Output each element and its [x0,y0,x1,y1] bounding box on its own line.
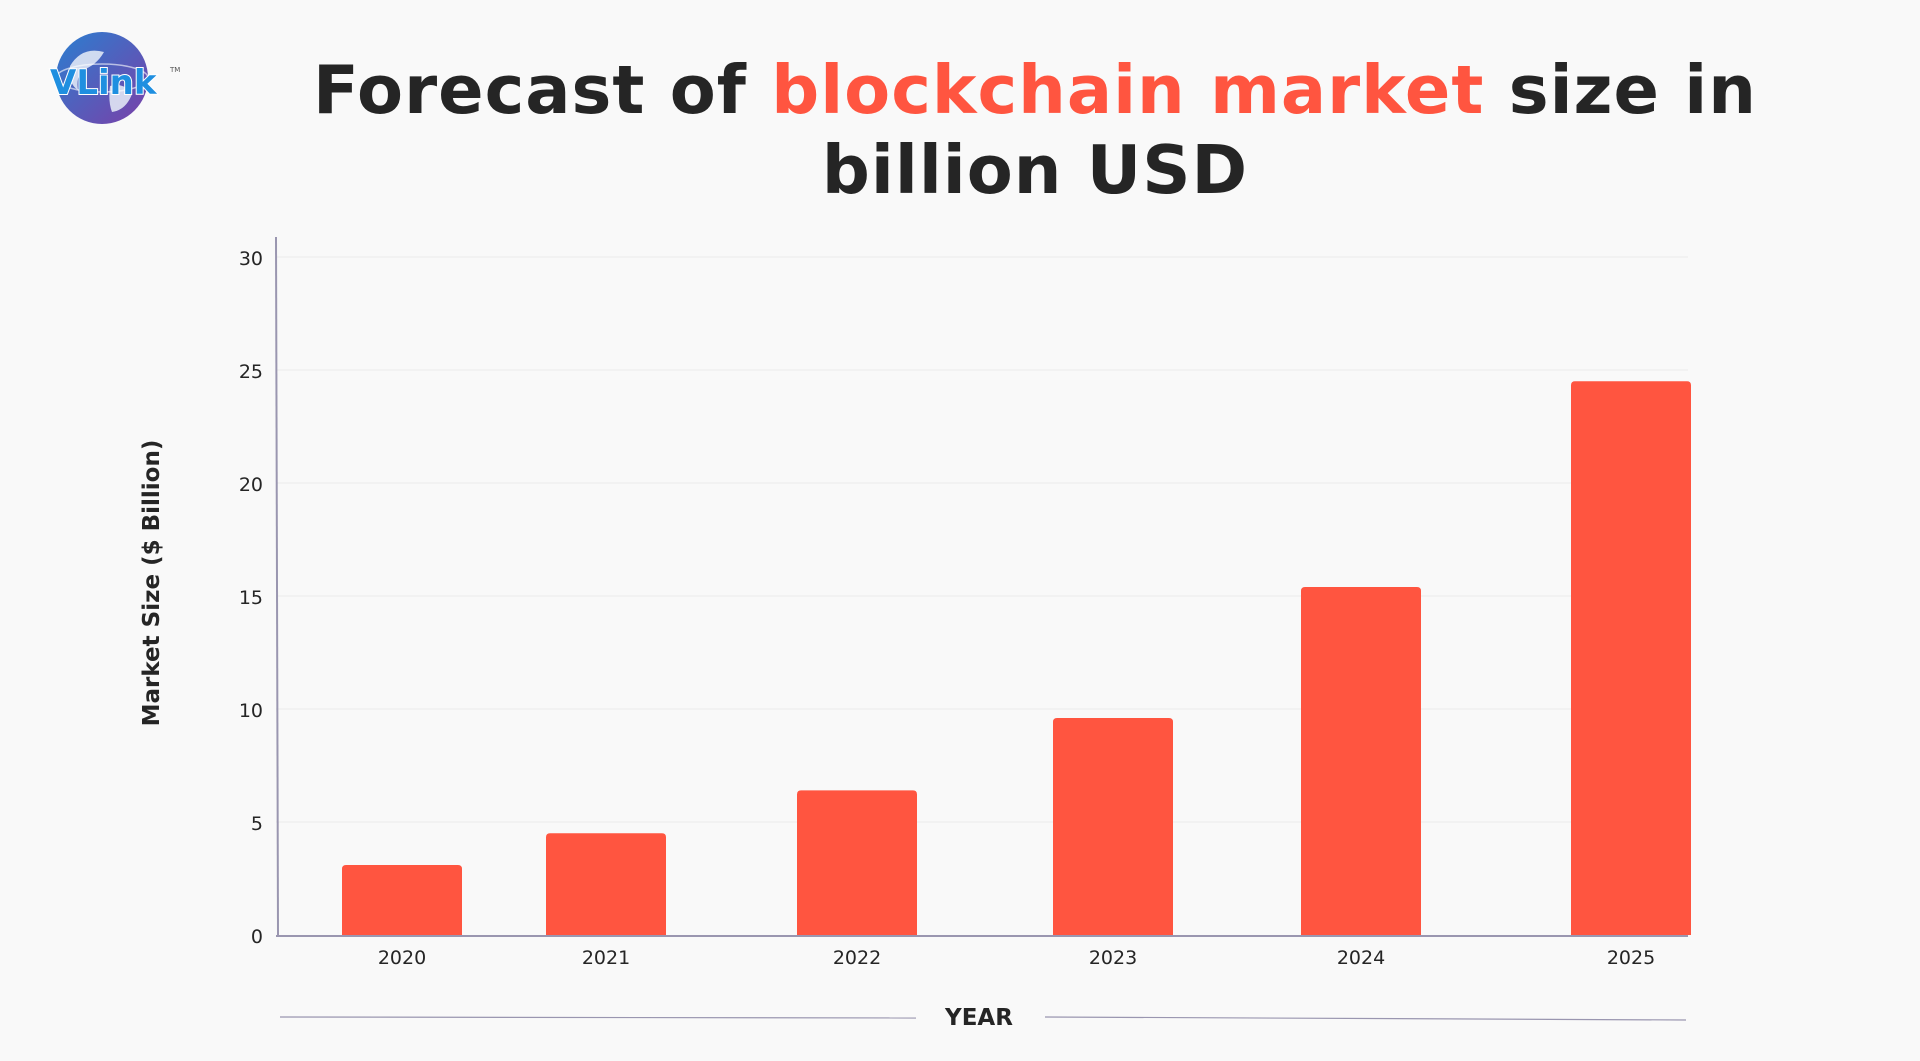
grid-lines [276,256,1688,823]
x-tick-labels: 2020 2021 2022 2023 2024 2025 [378,947,1655,969]
bar [1571,381,1691,935]
x-tick-label: 2020 [378,947,426,969]
bar [1053,718,1173,935]
logo-wordmark: VLink [50,63,158,103]
bar [342,864,462,935]
x-tick-label: 2024 [1337,947,1385,969]
bars-group [342,381,1691,935]
chart-title: Forecast of blockchain market size in bi… [300,50,1770,210]
title-part-2: size in billion USD [821,51,1757,209]
bar [546,833,666,935]
x-tick-label: 2025 [1607,947,1655,969]
title-part-1: Forecast of [313,51,772,129]
y-tick-labels: 0 5 10 15 20 25 30 [239,248,263,948]
y-tick-label: 0 [251,926,263,948]
y-axis-line [275,236,279,936]
y-tick-label: 15 [239,587,263,609]
x-title-rule-left [279,1016,917,1019]
x-title-rule-right [1044,1016,1687,1021]
y-tick-label: 5 [251,813,263,835]
bar [797,790,917,935]
x-tick-label: 2022 [833,947,881,969]
title-highlight: blockchain market [771,51,1485,129]
globe-icon: VLink TM [49,32,180,124]
y-tick-label: 10 [239,700,263,722]
logo-trademark: TM [169,66,180,74]
x-axis-title: YEAR [944,1005,1013,1031]
y-tick-label: 20 [239,474,263,496]
bar [1301,586,1421,935]
y-tick-label: 25 [239,361,263,383]
y-axis-title: Market Size ($ Billion) [139,440,165,727]
y-tick-label: 30 [239,248,263,270]
x-tick-label: 2023 [1089,947,1137,969]
axes-group [275,236,1688,937]
x-tick-label: 2021 [582,947,630,969]
vlink-logo: VLink TM [40,26,180,126]
